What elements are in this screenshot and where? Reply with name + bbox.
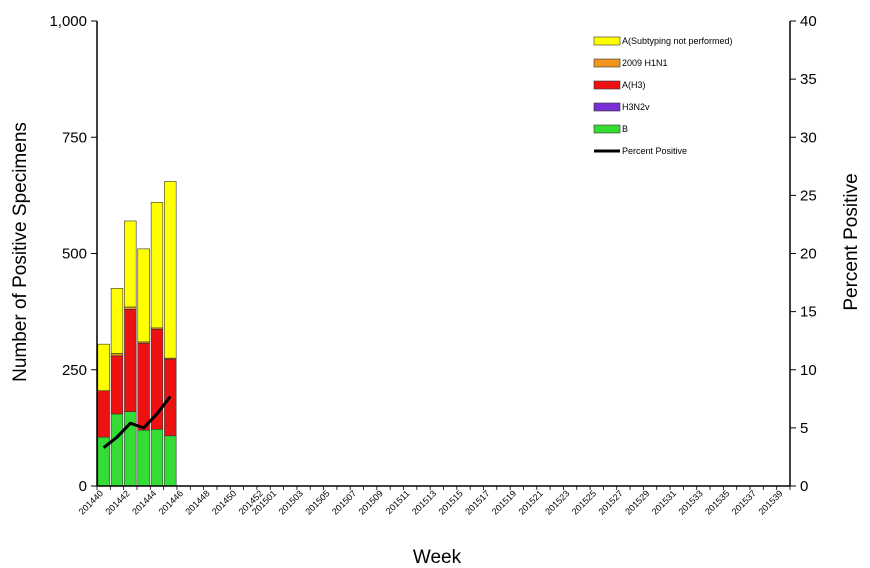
x-tick-label: 201531 [650,488,678,516]
y-tick-label: 250 [62,362,87,379]
x-tick-label: 201507 [330,488,358,516]
bar-segment-2009-h1n1-201442 [124,306,137,310]
bar-segment-a-subtyping-not-performed--201445 [164,181,177,359]
x-tick-label: 201523 [543,488,571,516]
bar-segment-a-subtyping-not-performed--201440 [97,343,110,391]
x-tick-label: 201519 [490,488,518,516]
y-tick-label: 1,000 [49,13,87,30]
x-tick-label: 201537 [730,488,758,516]
y-tick-label: 750 [62,129,87,146]
x-tick-label: 201515 [437,488,465,516]
x-tick-label: 201525 [570,488,598,516]
legend-label: B [622,124,628,134]
legend-swatch [593,58,621,68]
legend-label: Percent Positive [622,146,687,156]
x-axis-title: Week [413,547,462,568]
y2-axis-title: Percent Positive [841,173,862,310]
legend-swatch [593,80,621,90]
bar-segment-a-subtyping-not-performed--201444 [150,202,164,329]
x-tick-label: 201521 [517,488,545,516]
y-tick-label: 500 [62,246,87,263]
bar-segment-b-201445 [164,435,177,487]
x-tick-label: 201529 [623,488,651,516]
bar-segment-a-h3--201441 [110,355,124,415]
x-tick-label: 201539 [756,488,784,516]
x-tick-label: 201509 [357,488,385,516]
bar-segment-a-h3--201443 [137,342,150,431]
legend-label: A(Subtyping not performed) [622,36,733,46]
percent-line-layer [102,395,172,449]
legend-swatch [593,36,621,46]
legend-label: A(H3) [622,80,646,90]
y2-tick-label: 20 [800,246,817,263]
y2-tick-label: 10 [800,362,817,379]
bar-segment-2009-h1n1-201441 [110,353,124,357]
percent-positive-line [102,395,172,449]
x-tick-label: 201448 [183,488,211,516]
x-tick-label: 201444 [130,488,158,516]
y-axis-title: Number of Positive Specimens [10,122,31,382]
y2-tick-label: 35 [800,71,817,88]
legend-swatch [593,124,621,134]
bar-segment-a-subtyping-not-performed--201442 [124,220,137,308]
y2-tick-label: 40 [800,13,817,30]
legend-swatch [593,102,621,112]
x-tick-label: 201446 [157,488,185,516]
bar-segment-b-201444 [150,428,164,487]
bar-segment-b-201443 [137,429,150,487]
x-tick-label: 201503 [277,488,305,516]
legend-label: 2009 H1N1 [622,58,668,68]
x-tick-label: 201513 [410,488,438,516]
x-tick-label: 201533 [676,488,704,516]
bar-segment-a-h3--201440 [97,390,110,438]
y2-tick-label: 0 [800,478,808,495]
x-tick-label: 201511 [384,488,412,516]
x-tick-label: 201450 [210,488,238,516]
y2-tick-label: 5 [800,420,808,437]
bar-segment-b-201441 [110,413,124,487]
y2-tick-label: 15 [800,304,817,321]
y-tick-label: 0 [79,478,87,495]
bar-layer [97,181,177,487]
x-tick-label: 201505 [303,488,331,516]
x-tick-label: 201535 [703,488,731,516]
bar-segment-a-h3--201442 [124,308,137,412]
x-tick-label: 201527 [597,488,625,516]
x-tick-label: 201442 [103,488,131,516]
y2-tick-label: 30 [800,129,817,146]
x-tick-label: 201517 [463,488,491,516]
legend-label: H3N2v [622,102,650,112]
y2-tick-label: 25 [800,187,817,204]
bar-segment-a-subtyping-not-performed--201443 [137,248,150,343]
legend: A(Subtyping not performed) 2009 H1N1 A(H3)… [593,36,733,156]
bar-segment-a-subtyping-not-performed--201441 [110,288,124,354]
